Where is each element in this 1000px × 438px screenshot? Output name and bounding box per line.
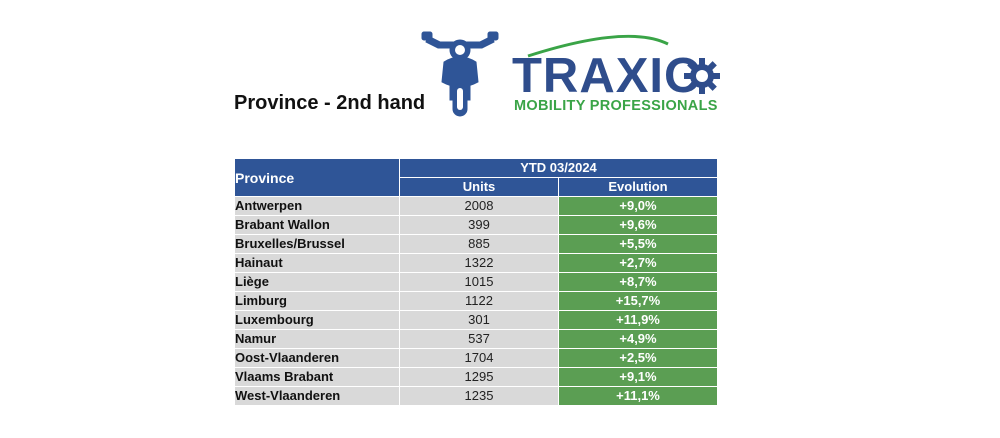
province-cell: Namur xyxy=(234,329,400,349)
evolution-cell: +8,7% xyxy=(558,272,718,292)
table-row: Liège 1015 +8,7% xyxy=(234,272,718,292)
province-cell: Antwerpen xyxy=(234,196,400,216)
header-evolution: Evolution xyxy=(558,177,718,197)
table-row: Luxembourg 301 +11,9% xyxy=(234,310,718,330)
table-row: Vlaams Brabant 1295 +9,1% xyxy=(234,367,718,387)
table-row: West-Vlaanderen 1235 +11,1% xyxy=(234,386,718,406)
table-row: Brabant Wallon 399 +9,6% xyxy=(234,215,718,235)
province-cell: Liège xyxy=(234,272,400,292)
units-cell: 2008 xyxy=(399,196,559,216)
table-row: Antwerpen 2008 +9,0% xyxy=(234,196,718,216)
evolution-cell: +9,0% xyxy=(558,196,718,216)
page-title: Province - 2nd hand xyxy=(234,92,426,114)
province-cell: West-Vlaanderen xyxy=(234,386,400,406)
units-cell: 537 xyxy=(399,329,559,349)
motorcycle-icon xyxy=(421,31,499,117)
gear-icon xyxy=(684,58,720,94)
province-cell: Brabant Wallon xyxy=(234,215,400,235)
table-row: Bruxelles/Brussel 885 +5,5% xyxy=(234,234,718,254)
units-cell: 1322 xyxy=(399,253,559,273)
logo-tagline: MOBILITY PROFESSIONALS xyxy=(514,98,718,114)
province-cell: Oost-Vlaanderen xyxy=(234,348,400,368)
province-table: Province YTD 03/2024 Units Evolution Ant… xyxy=(234,158,718,406)
table-row: Oost-Vlaanderen 1704 +2,5% xyxy=(234,348,718,368)
province-cell: Hainaut xyxy=(234,253,400,273)
units-cell: 1704 xyxy=(399,348,559,368)
table-row: Namur 537 +4,9% xyxy=(234,329,718,349)
province-cell: Limburg xyxy=(234,291,400,311)
evolution-cell: +5,5% xyxy=(558,234,718,254)
evolution-cell: +9,1% xyxy=(558,367,718,387)
evolution-cell: +15,7% xyxy=(558,291,718,311)
units-cell: 885 xyxy=(399,234,559,254)
header-province: Province xyxy=(234,158,400,197)
logo-swoosh-icon xyxy=(527,34,669,58)
province-cell: Vlaams Brabant xyxy=(234,367,400,387)
units-cell: 301 xyxy=(399,310,559,330)
evolution-cell: +9,6% xyxy=(558,215,718,235)
units-cell: 1295 xyxy=(399,367,559,387)
units-cell: 1235 xyxy=(399,386,559,406)
units-cell: 1015 xyxy=(399,272,559,292)
units-cell: 1122 xyxy=(399,291,559,311)
header-ytd: YTD 03/2024 xyxy=(399,158,718,178)
province-cell: Luxembourg xyxy=(234,310,400,330)
table-row: Limburg 1122 +15,7% xyxy=(234,291,718,311)
evolution-cell: +11,1% xyxy=(558,386,718,406)
header-units: Units xyxy=(399,177,559,197)
province-cell: Bruxelles/Brussel xyxy=(234,234,400,254)
table-row: Hainaut 1322 +2,7% xyxy=(234,253,718,273)
logo-name: TRAXIO xyxy=(512,49,704,103)
evolution-cell: +11,9% xyxy=(558,310,718,330)
evolution-cell: +4,9% xyxy=(558,329,718,349)
evolution-cell: +2,5% xyxy=(558,348,718,368)
units-cell: 399 xyxy=(399,215,559,235)
evolution-cell: +2,7% xyxy=(558,253,718,273)
traxio-logo: TRAXIO MOBILITY PROFESSIONALS xyxy=(508,30,728,114)
